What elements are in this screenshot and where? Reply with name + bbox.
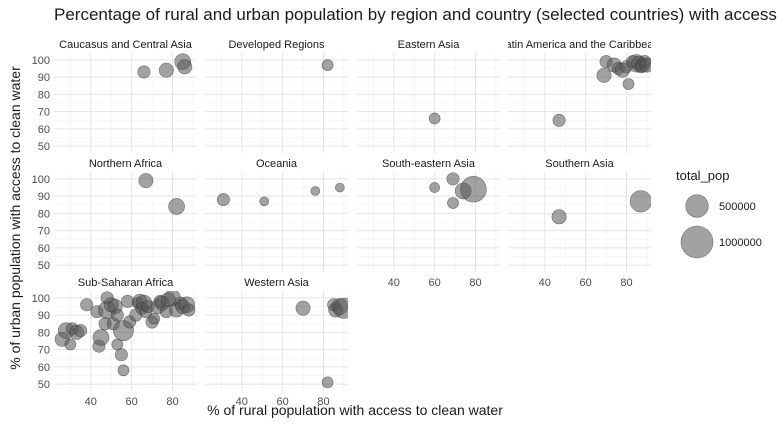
legend-key-circle bbox=[680, 225, 714, 259]
data-point bbox=[182, 303, 196, 317]
data-point bbox=[552, 113, 566, 127]
data-point bbox=[148, 312, 160, 325]
data-point bbox=[114, 348, 128, 362]
x-tick-label: 40 bbox=[539, 277, 551, 289]
data-point bbox=[121, 294, 135, 308]
facet-strip-label: Oceania bbox=[256, 158, 298, 170]
data-point bbox=[259, 196, 270, 207]
x-tick-label: 60 bbox=[429, 277, 441, 289]
data-point bbox=[138, 173, 154, 189]
facet-strip-label: Latin America and the Caribbean bbox=[499, 39, 659, 51]
panel-points bbox=[54, 291, 196, 377]
y-tick-label: 60 bbox=[38, 124, 50, 136]
data-point bbox=[447, 197, 459, 209]
x-tick-label: 80 bbox=[317, 396, 329, 408]
y-tick-label: 100 bbox=[32, 174, 50, 186]
x-tick-label: 40 bbox=[388, 277, 400, 289]
y-tick-label: 80 bbox=[38, 89, 50, 101]
x-tick-label: 80 bbox=[620, 277, 632, 289]
x-tick-label: 60 bbox=[580, 277, 592, 289]
data-point bbox=[295, 300, 311, 316]
panel-points bbox=[138, 173, 185, 215]
x-tick-label: 40 bbox=[85, 396, 97, 408]
legend-label: 1000000 bbox=[719, 237, 762, 249]
facet-strip-label: Northern Africa bbox=[89, 158, 163, 170]
y-tick-label: 80 bbox=[38, 327, 50, 339]
x-tick-label: 80 bbox=[469, 277, 481, 289]
y-tick-label: 50 bbox=[38, 141, 50, 153]
facet-strip-label: Eastern Asia bbox=[398, 39, 461, 51]
x-tick-label: 60 bbox=[126, 396, 138, 408]
x-tick-label: 40 bbox=[236, 396, 248, 408]
y-tick-label: 100 bbox=[32, 55, 50, 67]
x-tick-label: 60 bbox=[277, 396, 289, 408]
data-point bbox=[428, 112, 441, 125]
data-point bbox=[74, 324, 88, 338]
data-point bbox=[158, 62, 174, 78]
data-point bbox=[117, 364, 130, 377]
data-point bbox=[335, 182, 345, 193]
data-point bbox=[64, 338, 77, 351]
legend-key-circle bbox=[685, 194, 709, 218]
data-point bbox=[168, 198, 185, 215]
panel-points bbox=[295, 297, 348, 389]
y-tick-label: 60 bbox=[38, 362, 50, 374]
y-tick-label: 100 bbox=[32, 293, 50, 305]
data-point bbox=[629, 190, 651, 213]
panel-points bbox=[428, 112, 441, 125]
data-point bbox=[321, 376, 334, 389]
panel-points bbox=[216, 182, 345, 207]
data-point bbox=[321, 59, 334, 71]
facet-strip-label: Caucasus and Central Asia bbox=[59, 39, 193, 51]
panel-points bbox=[429, 172, 487, 209]
y-tick-label: 60 bbox=[38, 243, 50, 255]
data-point bbox=[639, 57, 651, 73]
y-tick-label: 90 bbox=[38, 310, 50, 322]
data-point bbox=[551, 209, 567, 225]
y-axis-title: % of urban population with access to cle… bbox=[7, 66, 23, 370]
data-point bbox=[92, 329, 110, 346]
panel-points bbox=[551, 190, 651, 225]
panel-points bbox=[552, 54, 651, 127]
y-tick-label: 70 bbox=[38, 345, 50, 357]
facet-strip-label: South-eastern Asia bbox=[382, 158, 476, 170]
data-point bbox=[596, 67, 612, 83]
y-tick-label: 90 bbox=[38, 191, 50, 203]
panel-points bbox=[137, 53, 193, 79]
data-point bbox=[216, 193, 230, 207]
legend-title: total_pop bbox=[676, 168, 730, 183]
data-point bbox=[177, 59, 193, 75]
data-point bbox=[310, 186, 321, 196]
chart-title: Percentage of rural and urban population… bbox=[54, 5, 779, 24]
y-tick-label: 70 bbox=[38, 226, 50, 238]
data-point bbox=[622, 78, 635, 90]
facet-panels: Caucasus and Central Asia 50 60 70 80 90 100 De… bbox=[32, 39, 659, 408]
data-point bbox=[429, 182, 440, 193]
y-tick-label: 80 bbox=[38, 208, 50, 220]
facet-strip-label: Sub-Saharan Africa bbox=[78, 277, 174, 289]
facet-strip-label: Western Asia bbox=[244, 277, 309, 289]
x-axis-title: % of rural population with access to cle… bbox=[207, 402, 503, 418]
x-tick-label: 80 bbox=[166, 396, 178, 408]
data-point bbox=[333, 297, 348, 319]
data-point bbox=[446, 172, 460, 186]
legend-label: 500000 bbox=[719, 201, 756, 213]
data-point bbox=[80, 298, 94, 312]
data-point bbox=[137, 65, 151, 79]
y-tick-label: 90 bbox=[38, 72, 50, 84]
y-tick-label: 50 bbox=[38, 379, 50, 391]
y-tick-label: 70 bbox=[38, 107, 50, 119]
data-point bbox=[110, 308, 124, 322]
facet-strip-label: Southern Asia bbox=[545, 158, 614, 170]
y-tick-label: 50 bbox=[38, 260, 50, 272]
panel-points bbox=[321, 59, 334, 71]
data-point bbox=[460, 176, 487, 203]
size-legend: total_pop 500000 1000000 bbox=[676, 168, 762, 259]
facet-strip-label: Developed Regions bbox=[228, 39, 325, 51]
